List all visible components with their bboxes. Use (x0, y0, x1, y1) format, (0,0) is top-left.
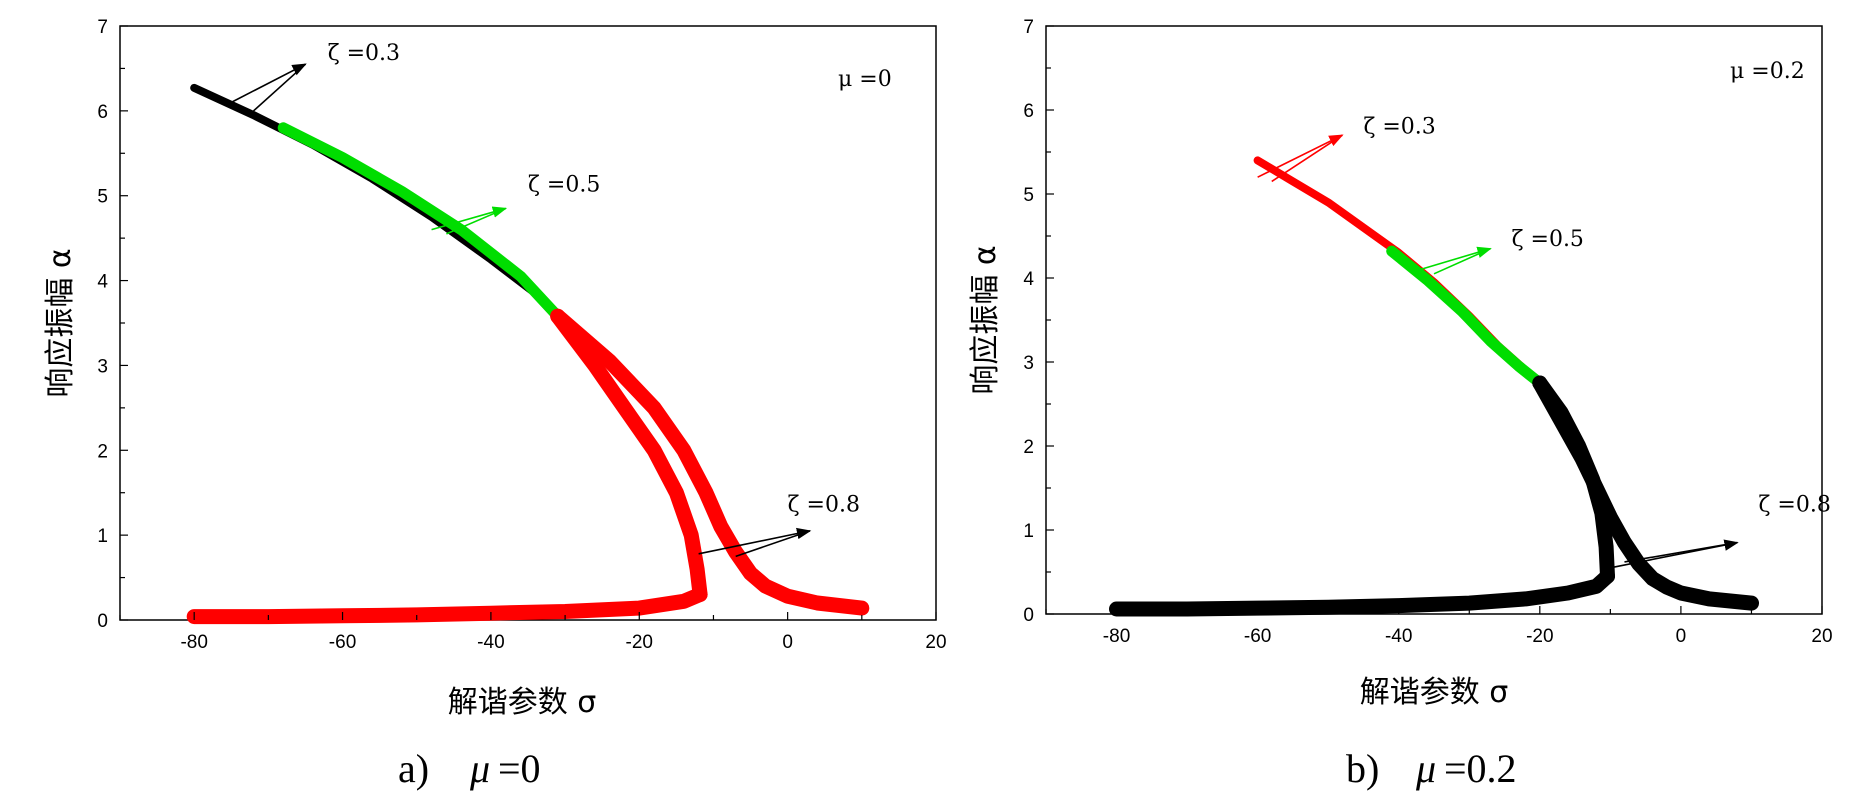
annotation-arrow-secondary (735, 530, 811, 558)
series-2-segment-2 (186, 587, 708, 625)
x-tick-label: -60 (1244, 626, 1271, 647)
caption-symbol: μ (469, 746, 490, 791)
y-tick-label: 4 (97, 272, 108, 293)
panel-caption: b) μ =0.2 (1346, 746, 1517, 791)
annotation-arrow (1419, 246, 1492, 271)
annotation-arrow-secondary (1271, 134, 1343, 183)
y-tick-label: 3 (1023, 353, 1034, 374)
annotation-arrow (230, 63, 307, 104)
x-tick-label: -80 (180, 632, 207, 653)
y-tick-label: 4 (1023, 269, 1034, 290)
tick-layer: -80 -60 -40 -20 0 20 0 1 2 3 4 5 6 7 (1023, 17, 1832, 647)
series-0-segment-0 (190, 83, 562, 321)
y-tick-label: 7 (1023, 17, 1034, 38)
annotation-1: ζ =0.5 (431, 172, 600, 235)
y-axis-label: 响应振幅 α (968, 245, 1003, 394)
caption-letter: a) (398, 746, 429, 791)
caption-symbol: μ (1415, 746, 1436, 791)
y-tick-label: 1 (97, 526, 108, 547)
y-tick-label: 2 (97, 441, 108, 462)
series-layer (186, 83, 870, 625)
annotation-0: ζ =0.3 (1257, 115, 1436, 183)
x-tick-label: -20 (626, 632, 653, 653)
x-tick-label: 0 (782, 632, 793, 653)
annotation-label: ζ =0.5 (1512, 227, 1584, 252)
x-axis-label: 解谐参数 σ (448, 685, 597, 720)
y-tick-label: 1 (1023, 521, 1034, 542)
caption-letter: b) (1346, 746, 1379, 791)
annotation-arrow (431, 206, 508, 231)
x-tick-label: -60 (329, 632, 356, 653)
chart-panel-b: ζ =0.3 ζ =0.5 ζ =0.8 -80 -60 -40 -20 0 20 0 1 2 3 4 5… (968, 17, 1833, 791)
series-1 (1386, 245, 1546, 389)
series-1 (277, 122, 564, 322)
annotation-label: ζ =0.8 (1759, 493, 1831, 518)
y-tick-label: 6 (97, 102, 108, 123)
y-tick-label: 3 (97, 356, 108, 377)
y-tick-label: 0 (1023, 605, 1034, 626)
annotation-arrow-secondary (1433, 247, 1491, 275)
y-tick-label: 0 (97, 611, 108, 632)
annotation-arrow (1257, 134, 1344, 178)
x-tick-label: 0 (1676, 626, 1687, 647)
annotation-label: ζ =0.8 (788, 492, 860, 517)
series-2-segment-1 (550, 308, 708, 602)
series-2-segment-2 (1109, 568, 1615, 617)
x-tick-label: -20 (1526, 626, 1553, 647)
y-axis-label: 响应振幅 α (43, 248, 78, 397)
annotation-layer: ζ =0.3 ζ =0.5 ζ =0.8 (1257, 115, 1831, 569)
plot-frame (119, 25, 937, 621)
annotation-label: ζ =0.5 (528, 172, 600, 197)
y-tick-label: 5 (97, 187, 108, 208)
caption-value: =0 (498, 746, 541, 791)
series-2-segment-0 (1532, 375, 1759, 611)
series-1-segment-0 (1386, 245, 1546, 389)
series-2 (186, 308, 870, 625)
annotation-0: ζ =0.3 (230, 41, 400, 112)
chart-panel-a: ζ =0.3 ζ =0.5 ζ =0.8 -80 -60 -40 -20 0 20 0 1 2 3 4 5… (43, 17, 947, 791)
x-tick-label: 20 (1811, 626, 1832, 647)
y-tick-label: 2 (1023, 437, 1034, 458)
parameter-label: μ =0.2 (1730, 59, 1805, 84)
x-tick-label: -40 (477, 632, 504, 653)
annotation-label: ζ =0.3 (1363, 115, 1435, 140)
parameter-label: μ =0 (838, 67, 892, 92)
annotation-2: ζ =0.8 (1610, 493, 1831, 569)
annotation-arrow-secondary (446, 207, 507, 235)
x-tick-label: 20 (925, 632, 946, 653)
series-0 (190, 83, 705, 621)
annotation-2: ζ =0.8 (698, 492, 860, 558)
annotation-arrow-secondary (1624, 541, 1738, 563)
series-2-segment-1 (1532, 375, 1615, 584)
annotation-label: ζ =0.3 (328, 41, 400, 66)
annotation-layer: ζ =0.3 ζ =0.5 ζ =0.8 (230, 41, 860, 558)
series-2-segment-0 (550, 308, 870, 616)
x-axis-label: 解谐参数 σ (1360, 675, 1509, 710)
series-layer (1109, 156, 1759, 617)
caption-value: =0.2 (1444, 746, 1517, 791)
x-tick-label: -80 (1103, 626, 1130, 647)
tick-layer: -80 -60 -40 -20 0 20 0 1 2 3 4 5 6 7 (97, 17, 946, 653)
series-2 (1109, 375, 1759, 617)
annotation-arrow-secondary (252, 63, 306, 112)
annotation-1: ζ =0.5 (1419, 227, 1584, 275)
series-1-segment-0 (277, 122, 564, 322)
panel-caption: a) μ =0 (398, 746, 541, 791)
y-tick-label: 5 (1023, 185, 1034, 206)
x-tick-label: -40 (1385, 626, 1412, 647)
y-tick-label: 7 (97, 17, 108, 38)
annotation-arrow (698, 527, 812, 555)
y-tick-label: 6 (1023, 101, 1034, 122)
